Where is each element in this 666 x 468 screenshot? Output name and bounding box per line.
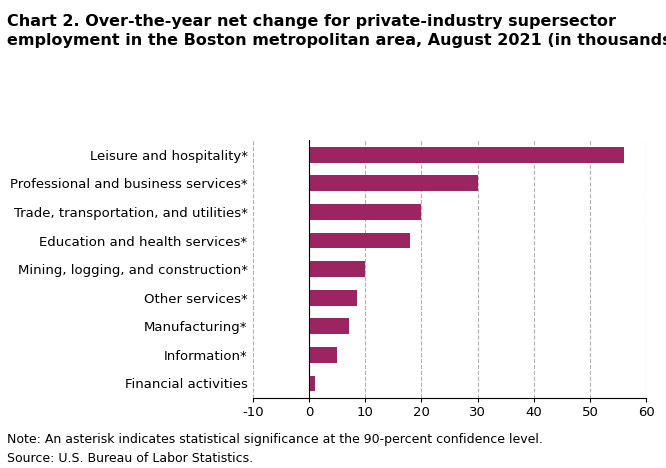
Bar (309, 233, 410, 249)
Bar (309, 376, 315, 391)
Bar (309, 290, 357, 306)
Bar (309, 347, 337, 363)
Bar (309, 176, 478, 191)
Text: Source: U.S. Bureau of Labor Statistics.: Source: U.S. Bureau of Labor Statistics. (7, 452, 253, 465)
Bar (309, 204, 422, 220)
Bar (309, 147, 623, 162)
Text: Note: An asterisk indicates statistical significance at the 90-percent confidenc: Note: An asterisk indicates statistical … (7, 433, 543, 446)
Text: Chart 2. Over-the-year net change for private-industry supersector
employment in: Chart 2. Over-the-year net change for pr… (7, 14, 666, 48)
Bar (309, 261, 366, 277)
Bar (309, 318, 348, 334)
